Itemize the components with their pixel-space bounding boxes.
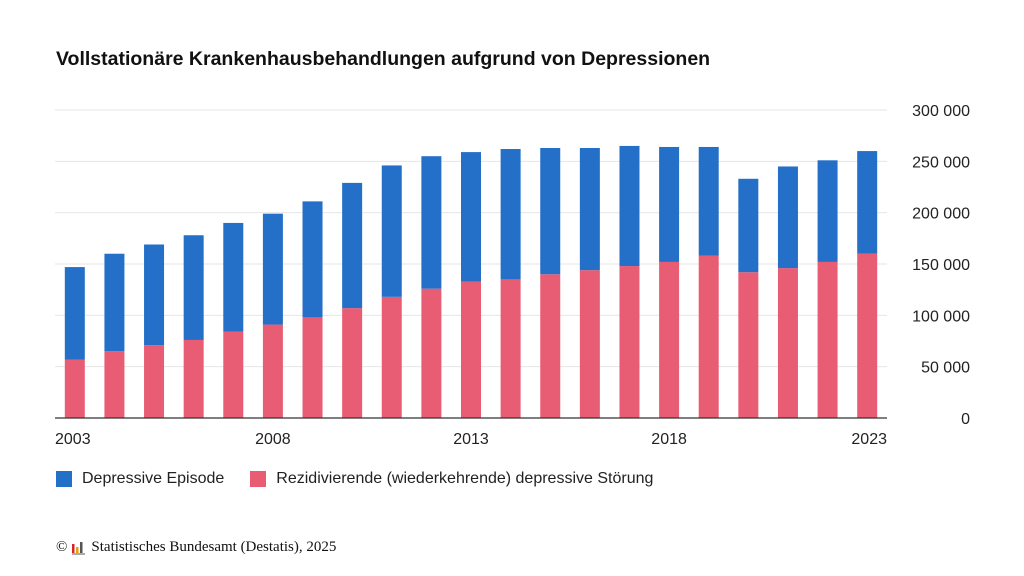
- bar-depressive-episode: [223, 222, 244, 332]
- y-tick-label: 50 000: [921, 360, 970, 377]
- y-tick-label: 150 000: [912, 257, 970, 274]
- bar-recurrent-disorder: [659, 261, 680, 418]
- y-tick-label: 200 000: [912, 206, 970, 223]
- bar-chart: 0 50 000 100 000 150 000 200 000 250 000 300 0…: [55, 103, 970, 448]
- chart-title: Vollstationäre Krankenhausbehandlungen a…: [56, 48, 711, 70]
- bar-recurrent-disorder: [817, 261, 838, 418]
- bar-recurrent-disorder: [461, 281, 481, 418]
- bars: [64, 145, 878, 418]
- x-tick-label: 2008: [255, 431, 291, 448]
- copyright-symbol: ©: [56, 539, 68, 555]
- x-tick-label: 2003: [55, 431, 91, 448]
- bar-depressive-episode: [104, 253, 125, 352]
- source-text: Statistisches Bundesamt (Destatis), 2025: [91, 539, 337, 555]
- legend-label-recurrent-disorder: Rezidivierende (wiederkehrende) depressi…: [276, 470, 654, 487]
- y-tick-label: 0: [961, 411, 970, 428]
- bar-recurrent-disorder: [579, 270, 600, 418]
- bar-recurrent-disorder: [698, 255, 719, 418]
- legend-item-depressive-episode[interactable]: Depressive Episode: [56, 470, 224, 488]
- bar-depressive-episode: [262, 213, 283, 325]
- bar-depressive-episode: [64, 267, 85, 360]
- legend-item-recurrent-disorder[interactable]: Rezidivierende (wiederkehrende) depressi…: [250, 470, 653, 488]
- bar-recurrent-disorder: [857, 253, 878, 418]
- bar-recurrent-disorder: [738, 272, 759, 418]
- bar-depressive-episode: [777, 166, 798, 269]
- legend-swatch-depressive-episode: [56, 471, 72, 487]
- bar-recurrent-disorder: [104, 351, 125, 418]
- bar-depressive-episode: [342, 182, 363, 309]
- bar-recurrent-disorder: [777, 268, 798, 418]
- bar-recurrent-disorder: [183, 339, 204, 418]
- bar-depressive-episode: [144, 244, 165, 346]
- bar-recurrent-disorder: [381, 296, 402, 418]
- axes: 0 50 000 100 000 150 000 200 000 250 000 300 0…: [55, 103, 970, 448]
- bar-recurrent-disorder: [619, 266, 640, 418]
- bar-recurrent-disorder: [342, 308, 363, 418]
- y-tick-label: 250 000: [912, 154, 970, 171]
- bar-depressive-episode: [738, 178, 759, 273]
- bar-recurrent-disorder: [421, 288, 442, 418]
- bar-depressive-episode: [579, 147, 600, 271]
- y-tick-label: 100 000: [912, 308, 970, 325]
- bar-depressive-episode: [183, 235, 204, 340]
- x-tick-label: 2023: [851, 431, 887, 448]
- bar-recurrent-disorder: [223, 331, 244, 418]
- bar-recurrent-disorder: [500, 279, 521, 418]
- legend-swatch-recurrent-disorder: [250, 471, 267, 487]
- bar-depressive-episode: [857, 151, 878, 254]
- bar-depressive-episode: [461, 152, 481, 282]
- bar-depressive-episode: [421, 156, 442, 289]
- legend: Depressive Episode Rezidivierende (wiede…: [56, 470, 653, 488]
- bar-recurrent-disorder: [262, 324, 283, 418]
- destatis-bars-icon: [72, 541, 86, 554]
- legend-label-depressive-episode: Depressive Episode: [82, 470, 225, 487]
- bar-depressive-episode: [302, 201, 323, 318]
- x-tick-label: 2013: [453, 431, 489, 448]
- bar-depressive-episode: [817, 160, 838, 262]
- bar-depressive-episode: [698, 146, 719, 256]
- bar-recurrent-disorder: [144, 345, 165, 418]
- source-footer: © Statistisches Bundesamt (Destatis), 20…: [56, 539, 336, 556]
- bar-depressive-episode: [659, 146, 680, 262]
- x-tick-label: 2018: [651, 431, 687, 448]
- y-tick-label: 300 000: [912, 103, 970, 120]
- bar-recurrent-disorder: [540, 274, 561, 418]
- bar-depressive-episode: [540, 147, 561, 275]
- bar-recurrent-disorder: [302, 317, 323, 418]
- bar-recurrent-disorder: [64, 359, 85, 418]
- bar-depressive-episode: [381, 165, 402, 297]
- bar-depressive-episode: [500, 149, 521, 280]
- bar-depressive-episode: [619, 145, 640, 267]
